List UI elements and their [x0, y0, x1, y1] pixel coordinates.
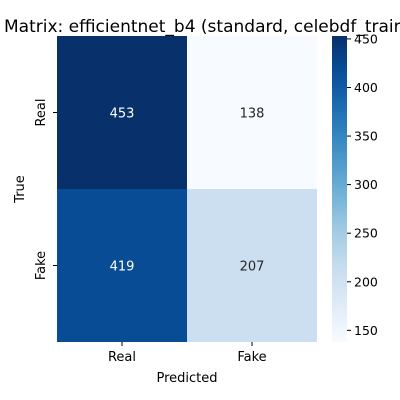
colorbar-tick-label: 300	[354, 177, 378, 192]
colorbar: 150 200 250 300 350 400 450	[332, 31, 378, 342]
cell-fake-fake	[187, 189, 317, 342]
x-tick-label: Fake	[237, 350, 266, 365]
colorbar-tick-label: 450	[354, 31, 378, 46]
y-tick-label: Fake	[34, 251, 49, 280]
heatmap-cells: 453 138 419 207	[57, 36, 317, 342]
cell-value-label: 453	[110, 107, 135, 122]
y-axis-label: True	[13, 175, 28, 204]
colorbar-tick-label: 150	[354, 323, 378, 338]
cell-value-label: 138	[240, 107, 265, 122]
cell-value-label: 207	[240, 260, 265, 275]
cell-real-real	[57, 36, 187, 189]
x-tick-label: Real	[108, 350, 136, 365]
colorbar-tick-label: 200	[354, 274, 378, 289]
cell-real-fake	[187, 36, 317, 189]
cell-value-label: 419	[110, 260, 135, 275]
y-tick-label: Real	[34, 98, 49, 126]
x-axis-label: Predicted	[156, 371, 217, 386]
colorbar-gradient	[332, 36, 347, 342]
colorbar-tick-label: 400	[354, 80, 378, 95]
colorbar-tick-label: 250	[354, 226, 378, 241]
cell-fake-real	[57, 189, 187, 342]
colorbar-tick-label: 350	[354, 129, 378, 144]
chart-title: Matrix: efficientnet_b4 (standard, celeb…	[4, 17, 400, 37]
axes: Real Fake Real Fake	[34, 98, 267, 365]
